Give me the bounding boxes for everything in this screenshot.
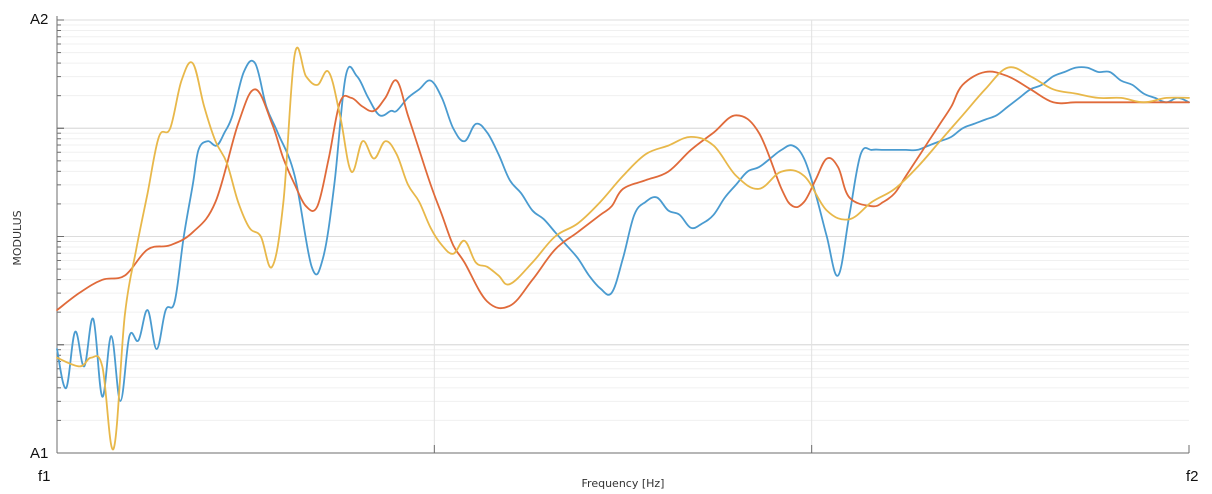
x-axis-title: Frequency [Hz] [582, 477, 665, 490]
series-line-3 [56, 46, 1190, 451]
series-group [56, 46, 1190, 451]
grid [57, 19, 1189, 454]
y-axis-title: MODULUS [11, 210, 24, 265]
y-tick-label-top: A2 [30, 11, 48, 28]
x-tick-label-start: f1 [38, 468, 51, 485]
series-line-2 [56, 70, 1190, 311]
series-line-1 [56, 59, 1190, 402]
x-tick-label-end: f2 [1186, 468, 1199, 485]
y-tick-label-bottom: A1 [30, 445, 48, 462]
axes [56, 16, 1190, 454]
